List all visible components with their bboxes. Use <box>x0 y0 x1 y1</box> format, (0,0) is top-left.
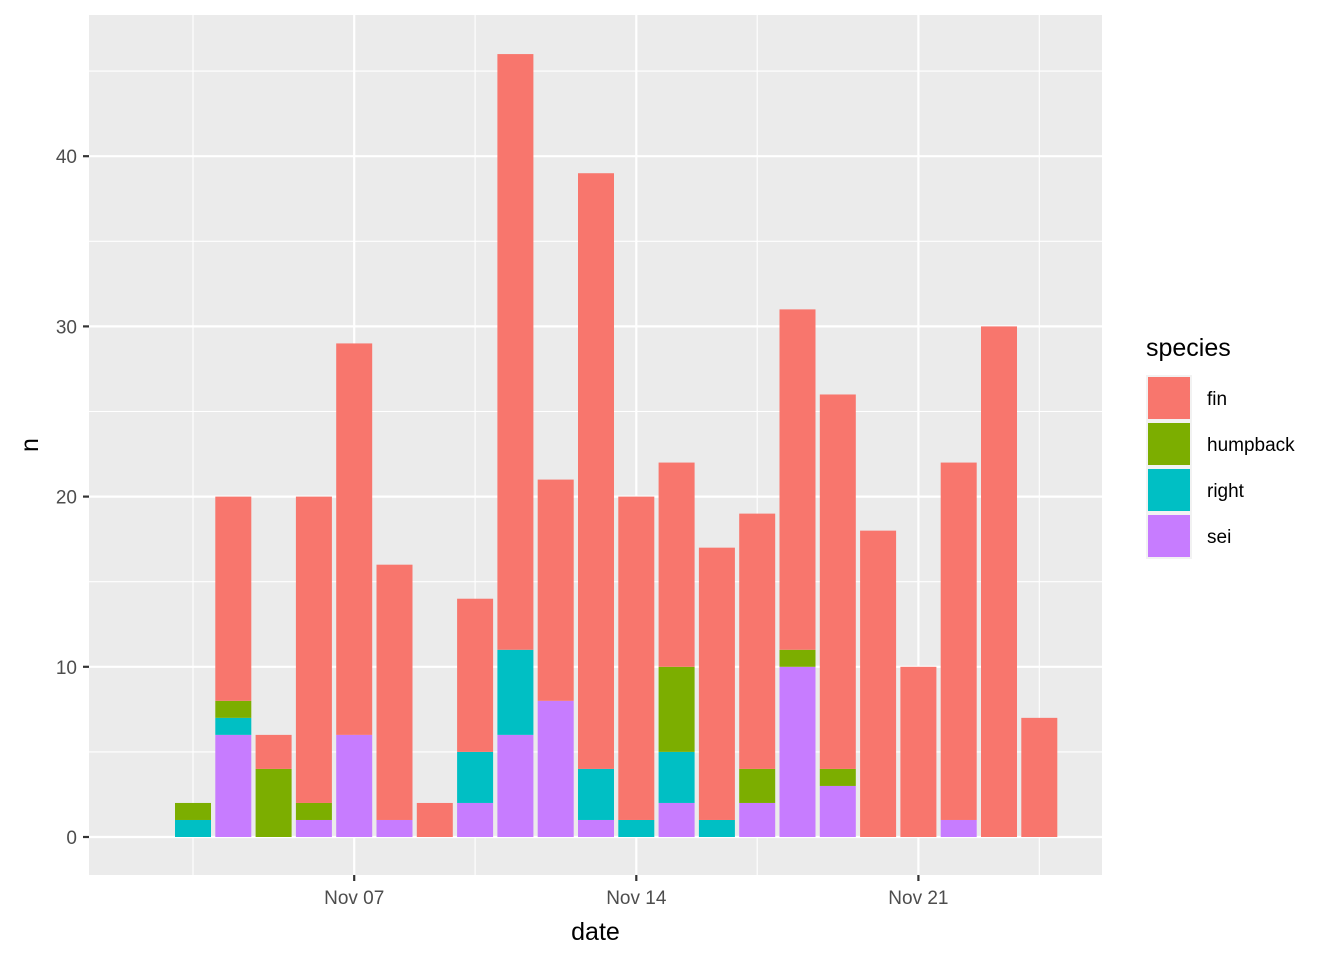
bar-fin <box>497 54 534 650</box>
bar-fin <box>215 496 252 701</box>
y-axis-title: n <box>16 438 44 452</box>
bar-fin <box>376 564 413 820</box>
y-tick-label: 20 <box>56 488 77 509</box>
x-tick-label: Nov 14 <box>606 888 667 909</box>
bar-fin <box>255 734 292 769</box>
bar-humpback <box>295 802 332 820</box>
bar-sei <box>336 734 373 837</box>
bar-fin <box>537 479 574 701</box>
bar-right <box>457 751 494 803</box>
bar-right <box>658 751 695 803</box>
legend-label-right: right <box>1207 481 1245 502</box>
bar-humpback <box>658 666 695 752</box>
bar-fin <box>295 496 332 803</box>
legend: species fin humpback right sei <box>1146 334 1295 559</box>
bar-right <box>698 819 735 837</box>
bar-sei <box>779 666 816 837</box>
y-tick-label: 0 <box>66 828 77 849</box>
bar-fin <box>618 496 655 820</box>
legend-label-sei: sei <box>1207 527 1231 548</box>
bar-right <box>497 649 534 735</box>
bar-humpback <box>819 768 856 786</box>
bars-layer <box>175 54 1058 837</box>
bar-fin <box>819 394 856 769</box>
bar-fin <box>860 530 897 837</box>
bar-fin <box>578 173 614 769</box>
bar-sei <box>295 819 332 837</box>
bar-right <box>215 717 252 735</box>
bar-right <box>578 768 614 820</box>
bar-right <box>175 819 211 837</box>
bar-humpback <box>255 768 292 837</box>
bar-fin <box>779 309 816 650</box>
bar-sei <box>658 802 695 837</box>
bar-humpback <box>779 649 816 667</box>
bar-humpback <box>215 700 252 718</box>
bar-humpback <box>739 768 776 803</box>
bar-fin <box>739 513 776 769</box>
bar-sei <box>376 819 413 837</box>
bar-sei <box>940 819 977 837</box>
bar-humpback <box>175 802 211 820</box>
x-axis-title: date <box>571 918 620 946</box>
y-tick-label: 30 <box>56 317 77 338</box>
bar-fin <box>658 462 695 667</box>
bar-sei <box>497 734 534 837</box>
legend-label-humpback: humpback <box>1207 435 1295 456</box>
x-tick-label: Nov 21 <box>888 888 948 909</box>
bar-fin <box>416 802 453 837</box>
bar-sei <box>578 819 614 837</box>
bar-right <box>618 819 655 837</box>
bar-fin <box>900 666 937 837</box>
legend-title: species <box>1146 334 1231 362</box>
y-tick-label: 10 <box>56 658 77 679</box>
bar-sei <box>739 802 776 837</box>
bar-fin <box>1021 717 1058 837</box>
bar-sei <box>215 734 252 837</box>
axes-layer: 0 10 20 30 40 Nov 07 Nov 14 Nov 21 <box>56 147 949 909</box>
legend-swatch-fin <box>1148 377 1190 419</box>
x-tick-label: Nov 07 <box>324 888 384 909</box>
bar-fin <box>981 326 1017 837</box>
legend-label-fin: fin <box>1207 389 1227 410</box>
bar-fin <box>457 598 494 752</box>
bar-sei <box>819 785 856 837</box>
bar-sei <box>537 700 574 837</box>
bar-fin <box>940 462 977 820</box>
legend-swatch-sei <box>1148 515 1190 557</box>
bar-fin <box>336 343 373 735</box>
y-tick-label: 40 <box>56 147 77 168</box>
legend-swatch-right <box>1148 469 1190 511</box>
bar-fin <box>698 547 735 820</box>
bar-sei <box>457 802 494 837</box>
legend-swatch-humpback <box>1148 423 1190 465</box>
